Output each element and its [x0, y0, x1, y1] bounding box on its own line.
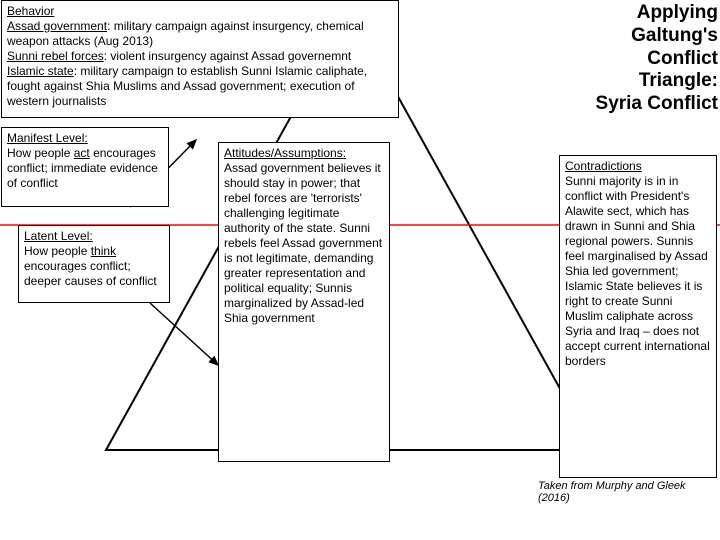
manifest-line1: How people [7, 146, 74, 160]
behavior-sunni-label: Sunni rebel forces [7, 49, 104, 63]
contradictions-box: Contradictions Sunni majority is in in c… [559, 155, 717, 478]
contradictions-heading: Contradictions [565, 159, 642, 173]
behavior-isis-label: Islamic state [7, 64, 74, 78]
page-title: Applying Galtung's Conflict Triangle: Sy… [563, 2, 718, 116]
title-line3: Conflict Triangle: [563, 48, 718, 94]
title-line1: Applying [563, 2, 718, 25]
attitudes-heading: Attitudes/Assumptions: [224, 146, 346, 160]
title-line2: Galtung's [563, 25, 718, 48]
latent-line1: How people [24, 244, 91, 258]
citation-text: Taken from Murphy and Gleek (2016) [538, 480, 720, 504]
behavior-assad-label: Assad government [7, 19, 107, 33]
title-line4: Syria Conflict [563, 93, 718, 116]
latent-box: Latent Level: How people think encourage… [18, 225, 170, 303]
behavior-sunni-text: : violent insurgency against Assad gover… [104, 49, 351, 63]
latent-line2: encourages conflict; deeper causes of co… [24, 259, 157, 288]
attitudes-box: Attitudes/Assumptions: Assad government … [218, 142, 390, 462]
contradictions-body: Sunni majority is in in conflict with Pr… [565, 174, 710, 368]
behavior-box: Behavior Assad government: military camp… [1, 0, 399, 118]
attitudes-body: Assad government believes it should stay… [224, 161, 382, 325]
behavior-heading: Behavior [7, 4, 54, 18]
manifest-act: act [74, 146, 90, 160]
latent-think: think [91, 244, 116, 258]
manifest-box: Manifest Level: How people act encourage… [1, 127, 169, 207]
manifest-heading: Manifest Level: [7, 131, 88, 145]
latent-heading: Latent Level: [24, 229, 93, 243]
